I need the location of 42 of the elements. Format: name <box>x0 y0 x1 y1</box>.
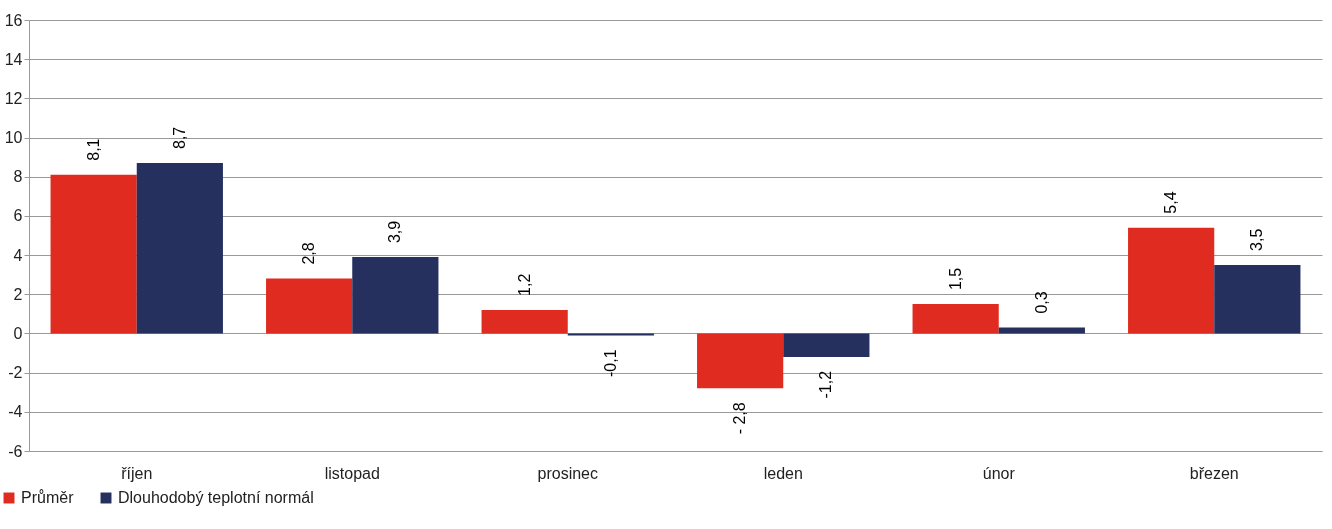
x-tick-label: únor <box>982 464 1016 482</box>
y-tick-label: 14 <box>4 50 23 68</box>
bar <box>783 333 870 357</box>
bar <box>1214 264 1301 334</box>
data-label: 3,5 <box>1248 228 1266 251</box>
x-tick-label: listopad <box>324 464 380 482</box>
x-tick-label: říjen <box>121 464 153 482</box>
data-label: 8,1 <box>84 138 102 161</box>
y-tick-label: 0 <box>13 324 23 342</box>
data-label: 3,9 <box>386 220 404 244</box>
legend-label: Průměr <box>21 489 75 506</box>
data-label: 1,5 <box>946 267 964 291</box>
data-label: 1,2 <box>515 273 533 296</box>
y-tick-label: 2 <box>13 285 23 303</box>
y-tick-label: 4 <box>13 246 23 264</box>
bar <box>912 304 999 334</box>
x-tick-label: březen <box>1189 464 1239 482</box>
bar <box>266 278 353 334</box>
data-label: - 2,8 <box>731 402 749 435</box>
x-tick-label: prosinec <box>537 464 598 482</box>
y-tick-label: 16 <box>4 11 23 29</box>
data-label: 2,8 <box>300 242 318 265</box>
y-tick-label: 12 <box>4 89 23 107</box>
bar <box>1128 227 1215 334</box>
y-tick-label: 8 <box>13 168 23 186</box>
data-label: 0,3 <box>1032 291 1050 314</box>
data-label: 8,7 <box>170 126 188 150</box>
y-tick-label: 10 <box>4 129 23 147</box>
legend-label: Dlouhodobý teplotní normál <box>118 489 314 506</box>
y-tick-label: -2 <box>8 364 23 382</box>
data-label: -0,1 <box>601 349 619 377</box>
bar <box>352 257 439 334</box>
x-tick-label: leden <box>763 464 803 482</box>
data-label: -1,2 <box>817 370 835 399</box>
bar <box>697 333 784 389</box>
y-tick-label: -4 <box>8 403 23 421</box>
y-tick-label: -6 <box>8 442 23 460</box>
y-tick-label: 6 <box>13 207 23 225</box>
bar <box>136 163 223 334</box>
bar <box>481 309 568 334</box>
bar <box>50 174 137 334</box>
data-label: 5,4 <box>1162 191 1180 214</box>
